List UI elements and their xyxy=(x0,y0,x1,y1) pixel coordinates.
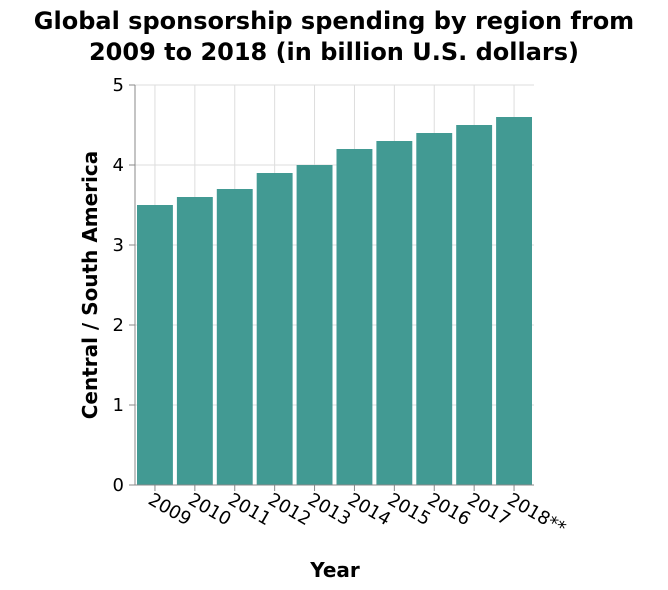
x-tick-label: 2012 xyxy=(264,489,314,530)
bar-2014 xyxy=(336,149,373,485)
x-tick-label: 2018** xyxy=(504,489,570,539)
bar-2010 xyxy=(176,197,213,485)
bar-2015 xyxy=(376,141,413,485)
bar-2011 xyxy=(216,189,253,485)
x-tick-label: 2014 xyxy=(344,489,394,530)
y-tick-label: 5 xyxy=(113,75,124,96)
bars xyxy=(137,117,532,485)
x-tick-label: 2009 xyxy=(144,489,194,530)
y-tick-label: 0 xyxy=(113,475,124,496)
x-tick-label: 2016 xyxy=(424,489,474,530)
y-tick-label: 3 xyxy=(113,235,124,256)
bar-2009 xyxy=(137,205,173,485)
bar-2017 xyxy=(456,125,493,485)
x-tick-label: 2011 xyxy=(224,489,274,530)
chart-title-line-1: Global sponsorship spending by region fr… xyxy=(33,7,635,35)
bar-2013 xyxy=(296,165,333,485)
y-tick-label: 4 xyxy=(113,155,124,176)
y-axis-title: Central / South America xyxy=(78,151,102,420)
axes xyxy=(129,84,534,491)
bar-2012 xyxy=(256,173,293,485)
x-tick-label: 2015 xyxy=(384,489,434,530)
chart-title-line-2: 2009 to 2018 (in billion U.S. dollars) xyxy=(88,38,580,66)
x-tick-label: 2013 xyxy=(304,489,354,530)
x-tick-label: 2017 xyxy=(464,489,514,530)
y-tick-label: 1 xyxy=(113,395,124,416)
bar-2018 xyxy=(496,117,532,485)
x-tick-label: 2010 xyxy=(184,489,234,530)
y-tick-label: 2 xyxy=(113,315,124,336)
chart-title: Global sponsorship spending by region fr… xyxy=(0,6,668,68)
x-axis-title: Year xyxy=(309,558,360,582)
bar-2016 xyxy=(416,133,453,485)
